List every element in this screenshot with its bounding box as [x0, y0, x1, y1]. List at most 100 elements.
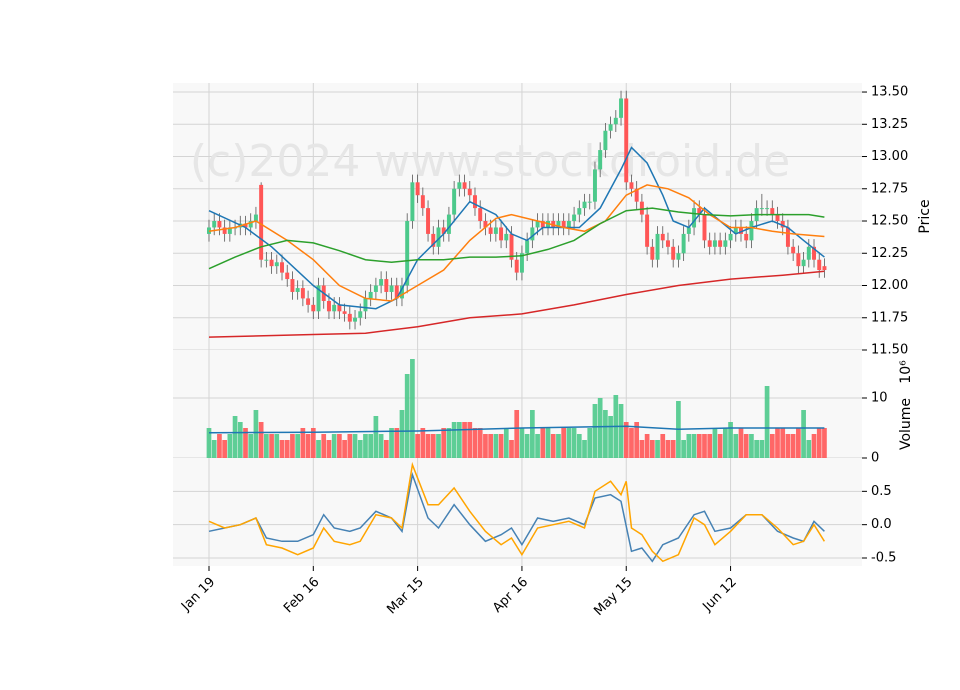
volume-bar [801, 410, 806, 458]
volume-bar [279, 440, 285, 458]
candle-body [812, 246, 816, 260]
volume-bar [514, 410, 520, 458]
line-series [208, 425, 825, 434]
line-series [208, 471, 825, 563]
candle-body [791, 246, 796, 254]
candle-body [702, 214, 707, 241]
volume-bar [352, 434, 358, 458]
volume-bar [769, 434, 775, 458]
candle-body [577, 208, 582, 215]
candle-body [530, 227, 535, 241]
volume-bar [472, 428, 478, 458]
volume-bar [383, 440, 389, 458]
candle-body [504, 233, 509, 241]
candle-body [499, 227, 504, 241]
candle-body [629, 182, 634, 189]
candle-body [405, 221, 410, 286]
volume-bar [264, 434, 269, 458]
candle-body [473, 195, 477, 209]
volume-bar [571, 428, 577, 458]
volume-bar [754, 440, 759, 458]
candle-body [608, 124, 613, 131]
volume-bar [206, 428, 212, 458]
volume-bar [545, 428, 551, 458]
candle-body [290, 279, 295, 292]
volume-bar [702, 434, 707, 458]
volume-bar [749, 434, 754, 458]
volume-bar [608, 416, 613, 458]
x-tick-label: Apr 16 [490, 575, 531, 616]
line-series [208, 184, 825, 302]
volume-bar [723, 428, 728, 458]
candle-body [806, 246, 811, 260]
candle-body [332, 304, 337, 312]
candle-body [368, 291, 373, 299]
candle-body [441, 227, 446, 234]
line-series [208, 461, 826, 563]
candle-body [436, 227, 441, 247]
volume-bar [462, 422, 467, 458]
candle-body [420, 195, 425, 209]
volume-bar [592, 404, 598, 458]
line-series [208, 146, 825, 310]
volume-bar [498, 434, 504, 458]
volume-bar [456, 422, 462, 458]
candle-body [796, 253, 801, 267]
volume-bar [310, 428, 316, 458]
volume-bar [248, 434, 254, 458]
candle-body [561, 221, 566, 228]
candle-body [399, 285, 404, 299]
volume-bar [290, 434, 295, 458]
volume-bar [623, 422, 629, 458]
volume-bar [488, 434, 493, 458]
candle-body [316, 285, 321, 312]
candle-body [488, 227, 493, 234]
volume-bar [556, 434, 561, 458]
volume-bar [691, 434, 697, 458]
volume-bar [337, 434, 342, 458]
volume-bar [618, 404, 624, 458]
y-tick-label: 12.00 [871, 278, 908, 293]
candle-body [676, 253, 681, 260]
volume-bar [483, 434, 488, 458]
line-series [208, 207, 825, 270]
panel-background [173, 458, 862, 566]
volume-bar [649, 440, 655, 458]
candle-body [739, 227, 743, 234]
candle-body [347, 313, 352, 322]
candle-body [749, 221, 754, 241]
volume-bar [253, 410, 259, 458]
volume-bar [284, 440, 290, 458]
candle-body [660, 233, 665, 241]
volume-bar [644, 434, 650, 458]
volume-bar [451, 422, 457, 458]
candle-body [801, 259, 806, 267]
volume-bar [394, 428, 400, 458]
volume-bar [503, 428, 509, 458]
candle-body [556, 221, 561, 228]
candle-body [665, 240, 670, 247]
volume-bar [363, 434, 368, 458]
candle-body [467, 188, 472, 196]
watermark: (c)2024 www.stockdroid.de [190, 136, 790, 187]
line-series [208, 270, 825, 338]
volume-bar [446, 428, 452, 458]
candle-body [426, 208, 431, 234]
candle-body [671, 246, 676, 260]
candle-body [780, 221, 785, 228]
candle-body [619, 98, 624, 118]
volume-bar [399, 410, 405, 458]
volume-bar [258, 422, 264, 458]
volume-bar [576, 434, 582, 458]
x-tick-label: Jan 19 [178, 575, 218, 615]
volume-bar [634, 422, 640, 458]
candle-body [457, 182, 462, 189]
volume-bar [717, 434, 723, 458]
candle-body [624, 98, 629, 183]
candle-body [744, 233, 749, 241]
candle-body [389, 285, 394, 292]
candle-body [493, 227, 498, 234]
volume-bar [477, 428, 483, 458]
candle-body [650, 246, 655, 260]
candle-body [280, 262, 284, 273]
